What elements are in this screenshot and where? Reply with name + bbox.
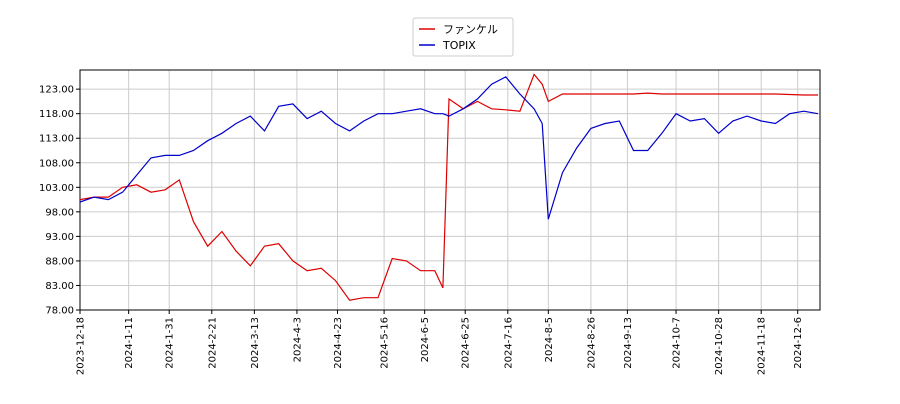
plot-frame <box>79 69 821 311</box>
legend: ファンケル TOPIX <box>412 17 514 57</box>
y-tick-label: 78.00 <box>45 306 74 317</box>
x-tick-label: 2024-4-23 <box>333 317 344 369</box>
y-tick-label: 118.00 <box>39 109 74 120</box>
x-tick-label: 2024-1-31 <box>165 317 176 369</box>
series-line <box>79 73 818 301</box>
y-tick-label: 123.00 <box>39 85 74 96</box>
x-tick-label: 2024-1-11 <box>124 317 135 369</box>
x-tick-label: 2024-8-5 <box>544 317 555 362</box>
legend-label: ファンケル <box>443 23 498 36</box>
x-tick-label: 2024-6-5 <box>420 317 431 362</box>
y-tick-label: 113.00 <box>39 134 74 145</box>
legend-frame <box>412 17 514 57</box>
y-tick-label: 98.00 <box>45 207 74 218</box>
x-tick-label: 2023-12-18 <box>76 317 87 375</box>
x-tick-label: 2024-3-13 <box>250 317 261 369</box>
x-tick-label: 2024-5-16 <box>380 317 391 369</box>
x-tick-label: 2024-4-3 <box>292 317 303 362</box>
series-line <box>79 76 819 220</box>
y-tick-label: 108.00 <box>39 158 74 169</box>
y-tick-label: 103.00 <box>39 183 74 194</box>
y-tick-label: 88.00 <box>45 256 74 267</box>
x-tick-label: 2024-10-7 <box>672 317 683 369</box>
x-tick-label: 2024-2-21 <box>207 317 218 369</box>
legend-label: TOPIX <box>442 39 476 52</box>
x-tick-label: 2024-11-18 <box>757 317 768 375</box>
x-tick-label: 2024-9-13 <box>623 317 634 369</box>
y-tick-label: 83.00 <box>45 281 74 292</box>
x-tick-label: 2024-12-6 <box>793 317 804 369</box>
y-tick-label: 93.00 <box>45 232 74 243</box>
x-tick-label: 2024-10-28 <box>714 317 725 375</box>
x-tick-label: 2024-6-25 <box>461 317 472 369</box>
x-tick-label: 2024-7-16 <box>503 317 514 369</box>
x-tick-label: 2024-8-26 <box>586 317 597 369</box>
